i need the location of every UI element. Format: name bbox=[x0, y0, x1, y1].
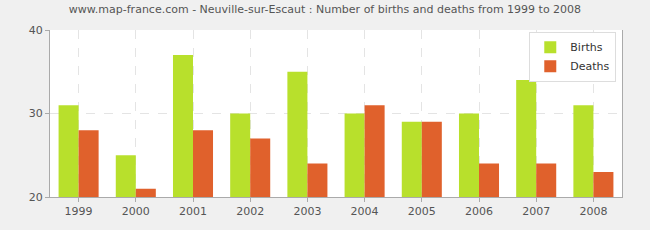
svg-text:2007: 2007 bbox=[522, 205, 550, 218]
svg-text:Deaths: Deaths bbox=[570, 60, 609, 73]
svg-text:2005: 2005 bbox=[408, 205, 436, 218]
svg-text:2001: 2001 bbox=[179, 205, 207, 218]
svg-text:1999: 1999 bbox=[65, 205, 93, 218]
svg-text:2004: 2004 bbox=[351, 205, 379, 218]
svg-text:2003: 2003 bbox=[293, 205, 321, 218]
svg-text:www.map-france.com - Neuville-: www.map-france.com - Neuville-sur-Escaut… bbox=[69, 3, 581, 16]
svg-text:2002: 2002 bbox=[236, 205, 264, 218]
svg-text:20: 20 bbox=[29, 191, 43, 204]
svg-text:Births: Births bbox=[570, 41, 602, 54]
svg-text:2006: 2006 bbox=[465, 205, 493, 218]
svg-text:30: 30 bbox=[29, 107, 43, 120]
svg-text:2008: 2008 bbox=[579, 205, 607, 218]
svg-text:2000: 2000 bbox=[122, 205, 150, 218]
svg-text:40: 40 bbox=[29, 24, 43, 37]
